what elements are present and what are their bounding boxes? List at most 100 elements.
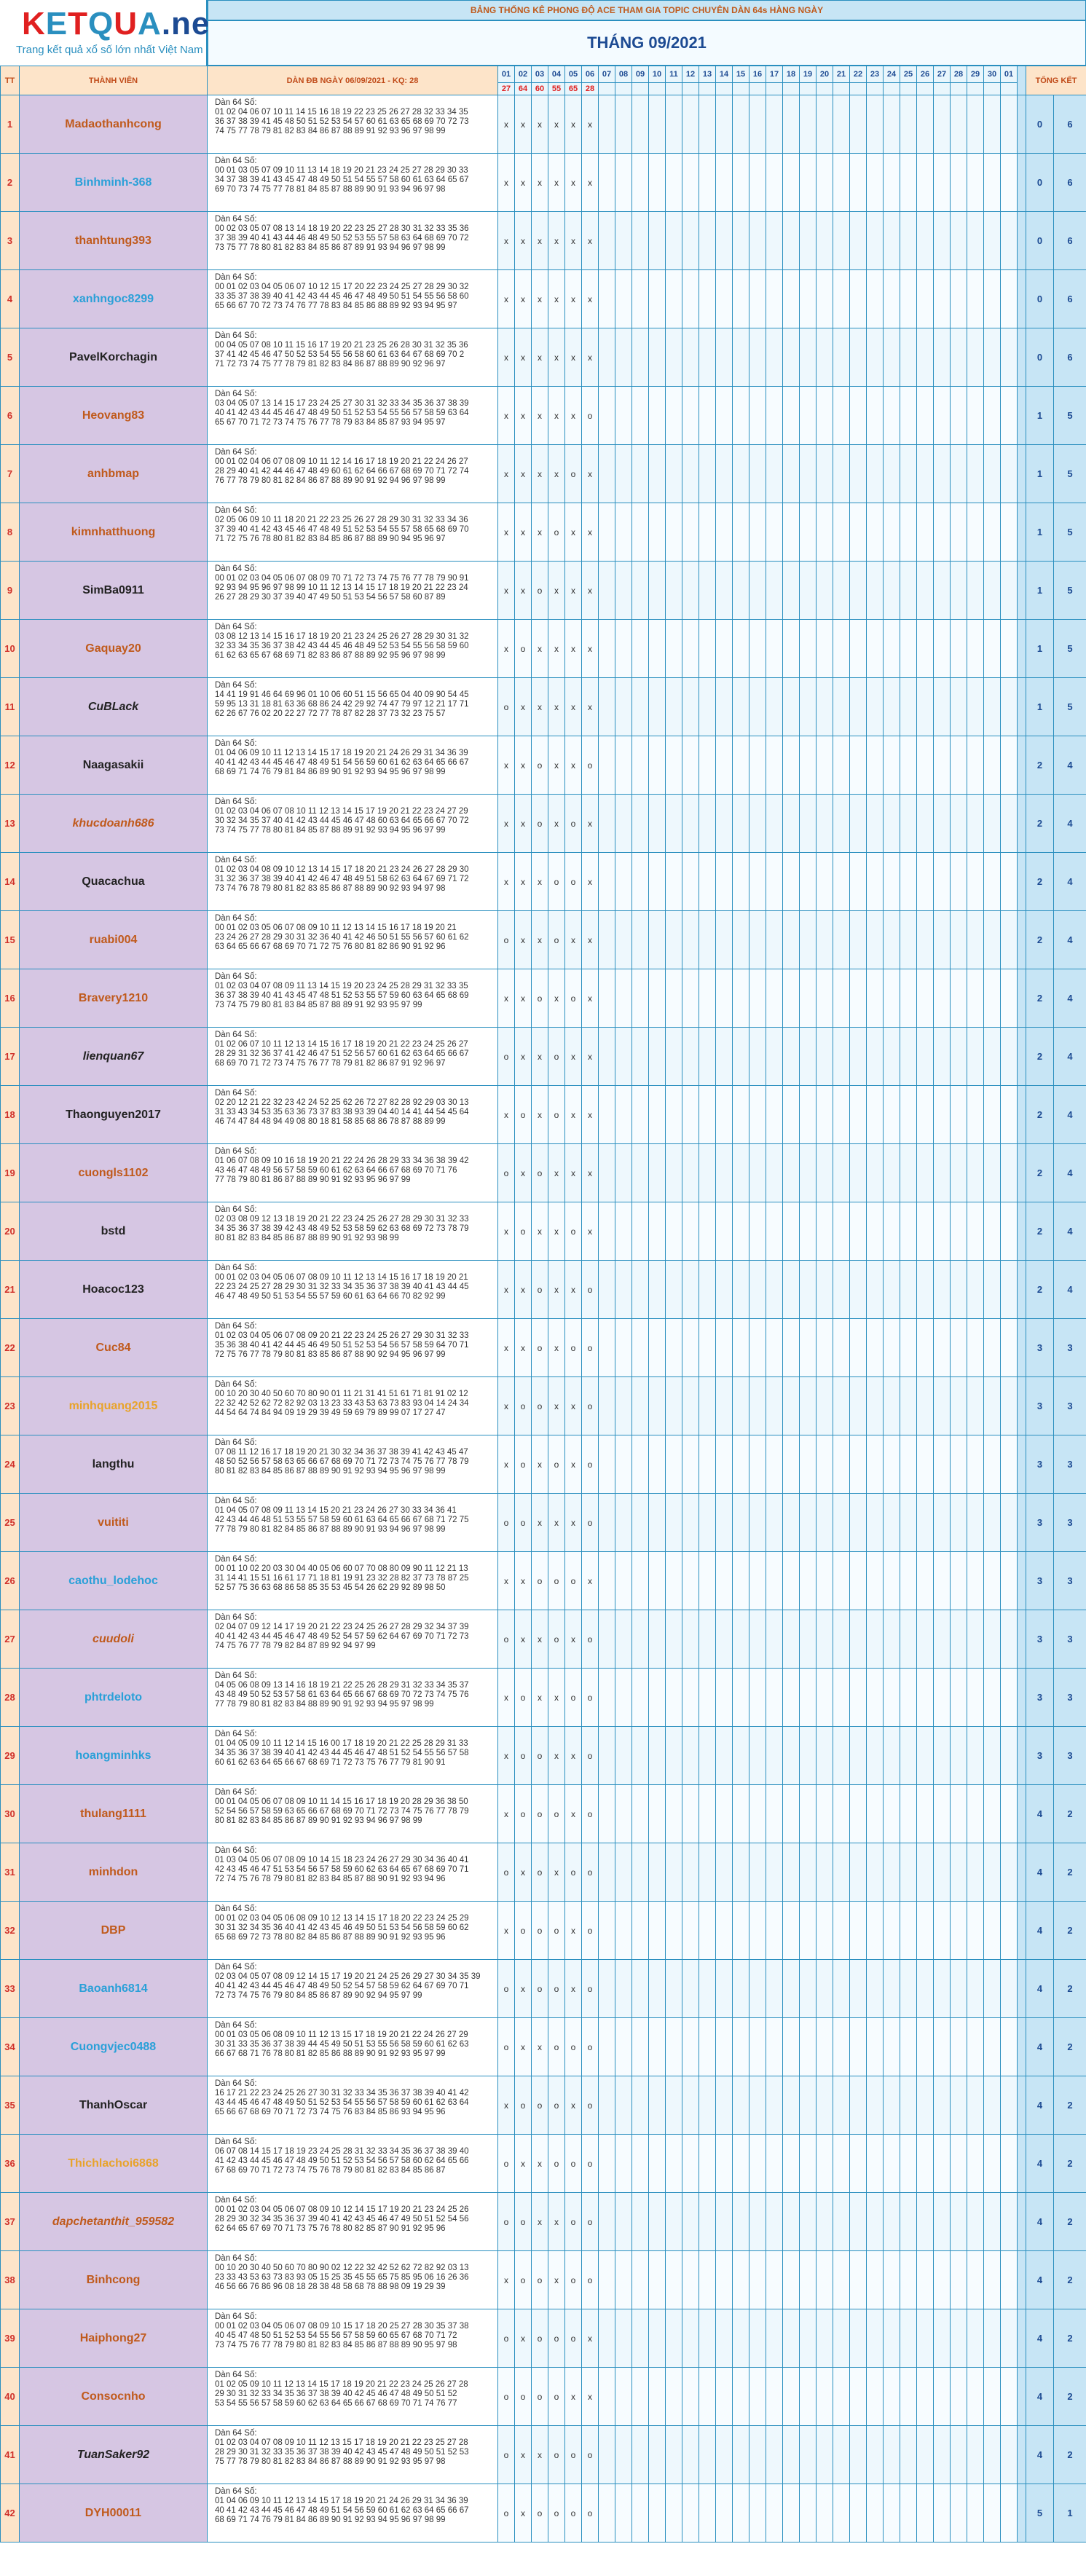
member-name[interactable]: caothu_lodehoc — [19, 1551, 208, 1610]
member-name[interactable]: xanhngoc8299 — [19, 269, 208, 328]
member-name[interactable]: khucdoanh686 — [19, 794, 208, 853]
day-cell — [598, 1493, 615, 1552]
day-cell — [648, 153, 666, 212]
member-row: 41 TuanSaker92 Dàn 64 Số: 01 02 03 04 07 08… — [0, 2425, 1086, 2484]
day-cell — [883, 1551, 900, 1610]
member-name[interactable]: CuBLack — [19, 677, 208, 736]
day-cell: o — [548, 1435, 565, 1494]
day-cell — [766, 1959, 783, 2018]
day-cell — [866, 2134, 884, 2193]
day-cell — [866, 503, 884, 562]
day-cell — [849, 1551, 867, 1610]
day-cell — [983, 2484, 1001, 2542]
member-name[interactable]: lienquan67 — [19, 1027, 208, 1086]
day-cell — [816, 1435, 833, 1494]
dan-line: 01 04 06 09 10 11 12 13 14 15 17 18 19 2… — [215, 749, 468, 757]
day-cell — [816, 269, 833, 328]
day-cell — [1000, 1027, 1018, 1086]
day-cell — [983, 269, 1001, 328]
member-name[interactable]: cuudoli — [19, 1610, 208, 1669]
day-cell: x — [514, 1551, 532, 1610]
day-cell — [699, 2425, 716, 2484]
day-cell — [665, 1260, 682, 1319]
separator — [1017, 794, 1026, 853]
day-cell — [682, 2425, 699, 2484]
day-cell — [933, 1959, 951, 2018]
member-name[interactable]: Heovang83 — [19, 386, 208, 445]
dan-line: 74 75 77 78 79 81 82 83 84 86 87 88 89 9… — [215, 127, 446, 135]
day-cell: x — [564, 619, 582, 678]
member-name[interactable]: Haiphong27 — [19, 2309, 208, 2368]
member-name[interactable]: minhquang2015 — [19, 1376, 208, 1435]
member-name[interactable]: ruabi004 — [19, 910, 208, 969]
member-name[interactable]: ThanhOscar — [19, 2076, 208, 2135]
member-name[interactable]: Naagasakii — [19, 736, 208, 795]
member-name[interactable]: dapchetanthit_959582 — [19, 2192, 208, 2251]
day-cell — [766, 1376, 783, 1435]
day-cell — [665, 1493, 682, 1552]
member-name[interactable]: thulang1111 — [19, 1784, 208, 1843]
day-header: 17 — [766, 66, 783, 83]
member-name[interactable]: SimBa0911 — [19, 561, 208, 620]
total-hits: 2 — [1026, 1085, 1054, 1144]
day-cell — [615, 95, 632, 154]
member-name[interactable]: Quacachua — [19, 852, 208, 911]
member-name[interactable]: minhdon — [19, 1843, 208, 1902]
row-number: 9 — [0, 561, 20, 620]
logo-letter: Q — [88, 6, 114, 42]
day-cell — [782, 503, 800, 562]
member-name[interactable]: Baoanh6814 — [19, 1959, 208, 2018]
member-name[interactable]: vuititi — [19, 1493, 208, 1552]
member-name[interactable]: DYH00011 — [19, 2484, 208, 2542]
day-cell — [715, 2425, 733, 2484]
day-cell — [866, 211, 884, 270]
day-cell: o — [564, 1668, 582, 1727]
day-cell — [816, 1668, 833, 1727]
day-header: 11 — [665, 66, 682, 83]
site-logo[interactable]: KETQUA.net Trang kết quả xổ số lớn nhất … — [0, 0, 221, 66]
day-cell — [833, 1376, 850, 1435]
day-cell — [933, 1843, 951, 1902]
member-name[interactable]: Madaothanhcong — [19, 95, 208, 154]
member-row: 8 kimnhatthuong Dàn 64 Số: 02 05 06 09 10 1… — [0, 503, 1086, 562]
member-name[interactable]: hoangminhks — [19, 1726, 208, 1785]
day-cell — [615, 1260, 632, 1319]
member-name[interactable]: Consocnho — [19, 2367, 208, 2426]
day-header: 14 — [715, 66, 733, 83]
member-name[interactable]: Binhcong — [19, 2250, 208, 2309]
member-name[interactable]: bstd — [19, 1202, 208, 1261]
member-name[interactable]: PavelKorchagin — [19, 328, 208, 387]
day-cell — [933, 386, 951, 445]
day-cell: x — [497, 969, 515, 1028]
member-name[interactable]: DBP — [19, 1901, 208, 1960]
day-cell: x — [564, 503, 582, 562]
member-name[interactable]: kimnhatthuong — [19, 503, 208, 562]
member-name[interactable]: cuongls1102 — [19, 1143, 208, 1202]
day-header: 04 — [548, 66, 565, 83]
day-cell — [983, 444, 1001, 503]
day-cell — [715, 561, 733, 620]
member-name[interactable]: Cuongvjec0488 — [19, 2017, 208, 2076]
member-name[interactable]: phtrdeloto — [19, 1668, 208, 1727]
total-hits: 4 — [1026, 1901, 1054, 1960]
member-name[interactable]: anhbmap — [19, 444, 208, 503]
day-cell — [933, 328, 951, 387]
total-hits: 4 — [1026, 2250, 1054, 2309]
separator — [1017, 1843, 1026, 1902]
day-cell — [816, 1959, 833, 2018]
dan-line: 72 74 75 76 78 79 80 81 82 83 84 85 87 8… — [215, 1875, 446, 1883]
day-cell — [983, 2017, 1001, 2076]
dan-numbers: Dàn 64 Số: 01 02 03 04 08 09 10 12 13 14 … — [207, 852, 498, 911]
member-name[interactable]: Cuc84 — [19, 1318, 208, 1377]
total-misses: 3 — [1053, 1376, 1086, 1435]
member-name[interactable]: Hoacoc123 — [19, 1260, 208, 1319]
member-name[interactable]: Thichlachoi6868 — [19, 2134, 208, 2193]
member-name[interactable]: Bravery1210 — [19, 969, 208, 1028]
member-name[interactable]: thanhtung393 — [19, 211, 208, 270]
member-name[interactable]: Binhminh-368 — [19, 153, 208, 212]
member-name[interactable]: Thaonguyen2017 — [19, 1085, 208, 1144]
member-name[interactable]: langthu — [19, 1435, 208, 1494]
day-cell — [849, 1435, 867, 1494]
member-name[interactable]: Gaquay20 — [19, 619, 208, 678]
member-name[interactable]: TuanSaker92 — [19, 2425, 208, 2484]
